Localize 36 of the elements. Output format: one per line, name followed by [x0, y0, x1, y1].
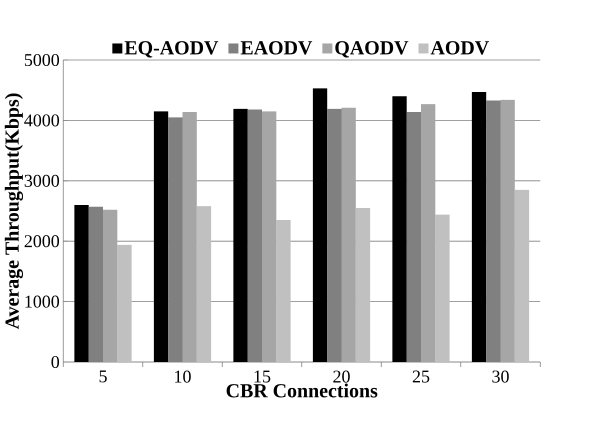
bar	[233, 108, 248, 362]
bar	[421, 104, 436, 362]
bar	[356, 208, 370, 362]
x-tick-label: 5	[100, 370, 107, 382]
y-tick-label: 1000	[25, 296, 60, 308]
y-axis-title: Average Throughput(Kbps)	[4, 94, 24, 330]
x-tick-label: 15	[254, 370, 270, 383]
x-tick-label: 20	[333, 370, 350, 383]
x-tick-label: 25	[412, 370, 430, 383]
bar	[154, 111, 168, 362]
legend-label: EAODV	[240, 41, 312, 55]
bar	[392, 96, 407, 362]
x-tick-label: 10	[175, 370, 191, 383]
legend-label: QAODV	[335, 41, 408, 58]
legend-label: EQ-AODV	[124, 41, 218, 58]
y-tick-label: 3000	[24, 174, 60, 187]
bar	[500, 100, 515, 362]
bar	[262, 111, 276, 362]
legend-label: AODV	[430, 41, 489, 55]
y-tick-label: 2000	[24, 235, 60, 248]
bar	[117, 244, 132, 362]
bar	[182, 112, 197, 362]
bar	[276, 220, 291, 362]
y-tick-label: 5000	[24, 54, 60, 66]
bar	[472, 92, 486, 362]
bar	[342, 108, 356, 362]
bar	[196, 206, 212, 362]
x-axis-title: CBR Connections	[226, 383, 378, 398]
bar	[435, 214, 450, 362]
y-tick-label: 0	[51, 356, 60, 368]
bar	[74, 204, 89, 362]
x-tick-label: 30	[492, 370, 509, 383]
bar	[312, 88, 328, 362]
y-tick-label: 4000	[24, 114, 60, 126]
bar	[103, 210, 118, 362]
bar	[514, 190, 530, 362]
